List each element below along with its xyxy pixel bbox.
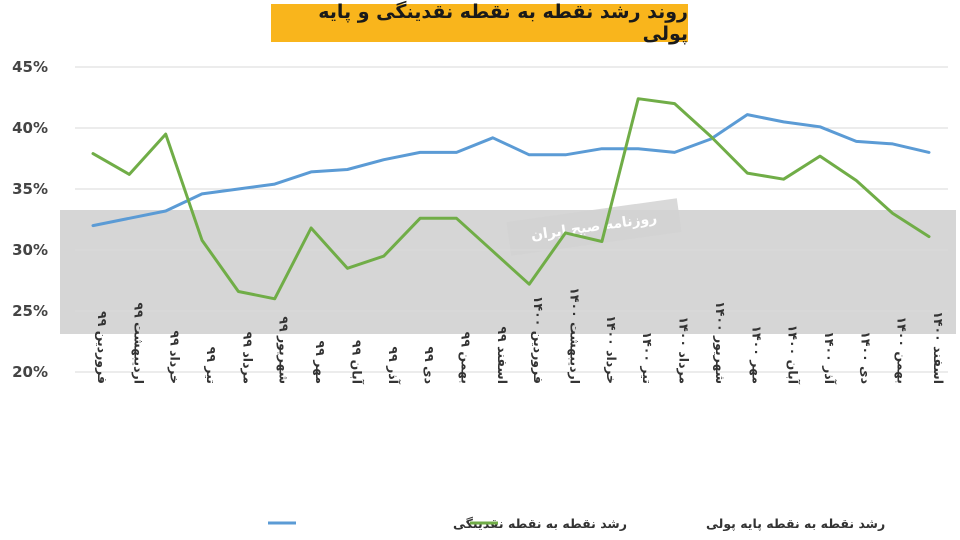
x-tick-label: دی ۱۴۰۰ — [858, 331, 873, 384]
y-tick-label: 35% — [12, 180, 48, 198]
legend-label: رشد نقطه به نقطه نقدینگی — [453, 516, 627, 531]
grid-lines — [75, 66, 948, 373]
x-tick-label: مرداد ۱۴۰۰ — [677, 316, 692, 384]
x-tick-label: مرداد ۹۹ — [240, 332, 255, 384]
x-tick-label: دی ۹۹ — [422, 347, 437, 385]
x-tick-label: فروردین ۹۹ — [95, 311, 110, 384]
y-tick-label: 30% — [12, 241, 48, 259]
y-tick-label: 20% — [12, 363, 48, 381]
x-tick-label: اردیبهشت ۹۹ — [131, 302, 146, 384]
x-tick-label: تیر ۹۹ — [204, 347, 219, 384]
y-axis-ticks: 20% 25% 30% 35% 40% 45% — [12, 58, 48, 381]
x-tick-label: خرداد ۹۹ — [168, 330, 183, 384]
legend-label: رشد نقطه به نقطه پایه پولی — [706, 516, 885, 531]
x-tick-label: اسفند ۱۴۰۰ — [931, 311, 946, 384]
y-tick-label: 25% — [12, 302, 48, 320]
y-tick-label: 45% — [12, 58, 48, 76]
x-tick-label: مهر ۱۴۰۰ — [749, 325, 764, 384]
x-tick-label: بهمن ۹۹ — [458, 332, 473, 384]
x-tick-label: آبان ۹۹ — [349, 340, 364, 385]
x-axis-ticks: فروردین ۹۹ اردیبهشت ۹۹ خرداد ۹۹ تیر ۹۹ مرداد… — [95, 287, 946, 384]
x-tick-label: آذر ۱۴۰۰ — [822, 331, 837, 384]
x-tick-label: شهریور ۹۹ — [277, 316, 292, 384]
y-tick-label: 40% — [12, 119, 48, 137]
chart-title: روند رشد نقطه به نقطه نقدینگی و پایه پول… — [318, 1, 688, 45]
x-tick-label: اردیبهشت ۱۴۰۰ — [568, 287, 583, 384]
x-tick-label: بهمن ۱۴۰۰ — [895, 317, 910, 384]
x-tick-label: آبان ۱۴۰۰ — [786, 325, 801, 385]
x-tick-label: شهریور ۱۴۰۰ — [713, 301, 728, 384]
x-tick-label: اسفند ۹۹ — [495, 326, 510, 384]
x-tick-label: خرداد ۱۴۰۰ — [604, 315, 619, 384]
legend: رشد نقطه به نقطه نقدینگی رشد نقطه به نقطه… — [268, 516, 885, 531]
series-line-liquidity — [91, 113, 931, 228]
series-line-monetary-base — [91, 97, 931, 301]
x-tick-label: آذر ۹۹ — [386, 346, 401, 384]
chart-title-box: روند رشد نقطه به نقطه نقدینگی و پایه پول… — [271, 1, 688, 45]
x-tick-label: تیر ۱۴۰۰ — [640, 332, 655, 384]
series-lines — [91, 97, 931, 301]
x-tick-label: مهر ۹۹ — [313, 341, 328, 384]
x-tick-label: فروردین ۱۴۰۰ — [531, 296, 546, 384]
